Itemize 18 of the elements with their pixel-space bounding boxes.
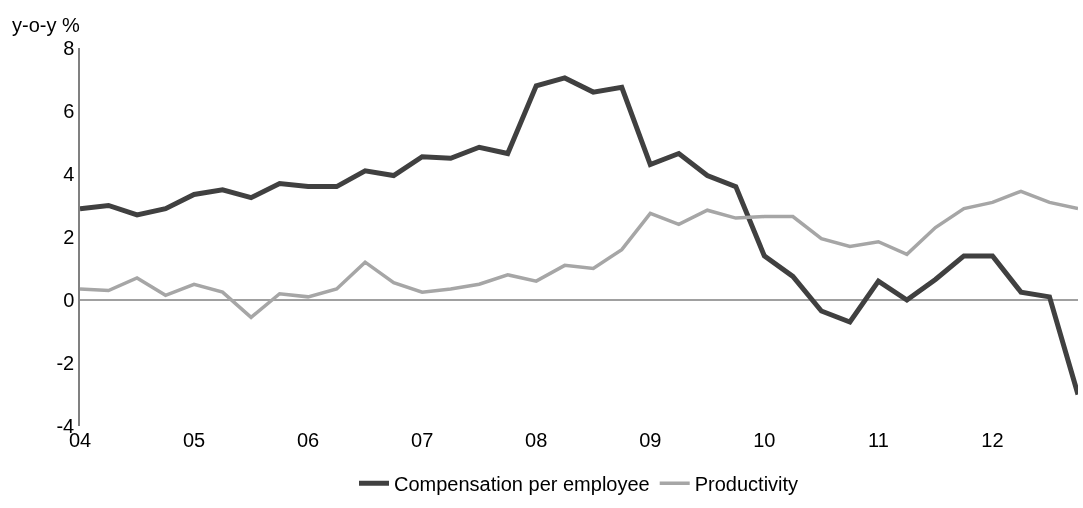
x-tick-label: 11 <box>868 429 889 451</box>
legend-label: Productivity <box>694 473 799 496</box>
y-tick-label: -2 <box>56 352 75 374</box>
x-tick-label: 06 <box>296 429 320 451</box>
x-tick-label: 12 <box>981 429 1004 451</box>
x-tick-label: 07 <box>411 429 434 451</box>
x-tick-label: 08 <box>525 429 548 451</box>
y-tick-label: 2 <box>63 226 75 248</box>
y-tick-label: 4 <box>63 163 75 185</box>
y-tick-label: 6 <box>63 100 75 122</box>
x-tick-label: 05 <box>182 429 206 451</box>
y-axis-title: y-o-y % <box>12 14 80 36</box>
y-tick-label: 8 <box>63 37 75 59</box>
x-tick-label: 10 <box>753 429 776 451</box>
x-tick-label: 09 <box>639 429 662 451</box>
line-series <box>80 189 1078 320</box>
y-tick-label: 0 <box>63 289 75 311</box>
legend-label: Compensation per employee <box>394 473 650 496</box>
